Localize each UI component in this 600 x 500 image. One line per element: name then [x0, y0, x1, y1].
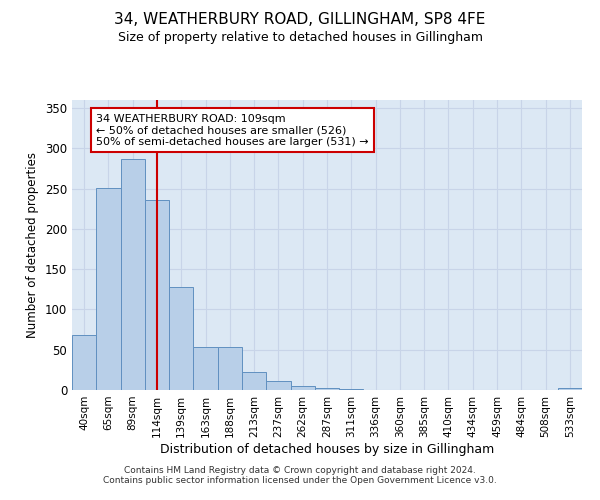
Bar — [315, 388, 339, 390]
Bar — [290, 386, 315, 390]
Text: 34, WEATHERBURY ROAD, GILLINGHAM, SP8 4FE: 34, WEATHERBURY ROAD, GILLINGHAM, SP8 4F… — [115, 12, 485, 28]
Bar — [242, 372, 266, 390]
Bar — [218, 346, 242, 390]
Bar — [266, 381, 290, 390]
Bar — [193, 346, 218, 390]
Bar — [169, 287, 193, 390]
Text: Size of property relative to detached houses in Gillingham: Size of property relative to detached ho… — [118, 31, 482, 44]
Text: 34 WEATHERBURY ROAD: 109sqm
← 50% of detached houses are smaller (526)
50% of se: 34 WEATHERBURY ROAD: 109sqm ← 50% of det… — [96, 114, 369, 147]
Bar — [558, 388, 582, 390]
Bar — [72, 335, 96, 390]
Y-axis label: Number of detached properties: Number of detached properties — [26, 152, 40, 338]
Bar — [121, 159, 145, 390]
Bar — [145, 200, 169, 390]
Text: Distribution of detached houses by size in Gillingham: Distribution of detached houses by size … — [160, 444, 494, 456]
Text: Contains HM Land Registry data © Crown copyright and database right 2024.
Contai: Contains HM Land Registry data © Crown c… — [103, 466, 497, 485]
Bar — [339, 389, 364, 390]
Bar — [96, 188, 121, 390]
